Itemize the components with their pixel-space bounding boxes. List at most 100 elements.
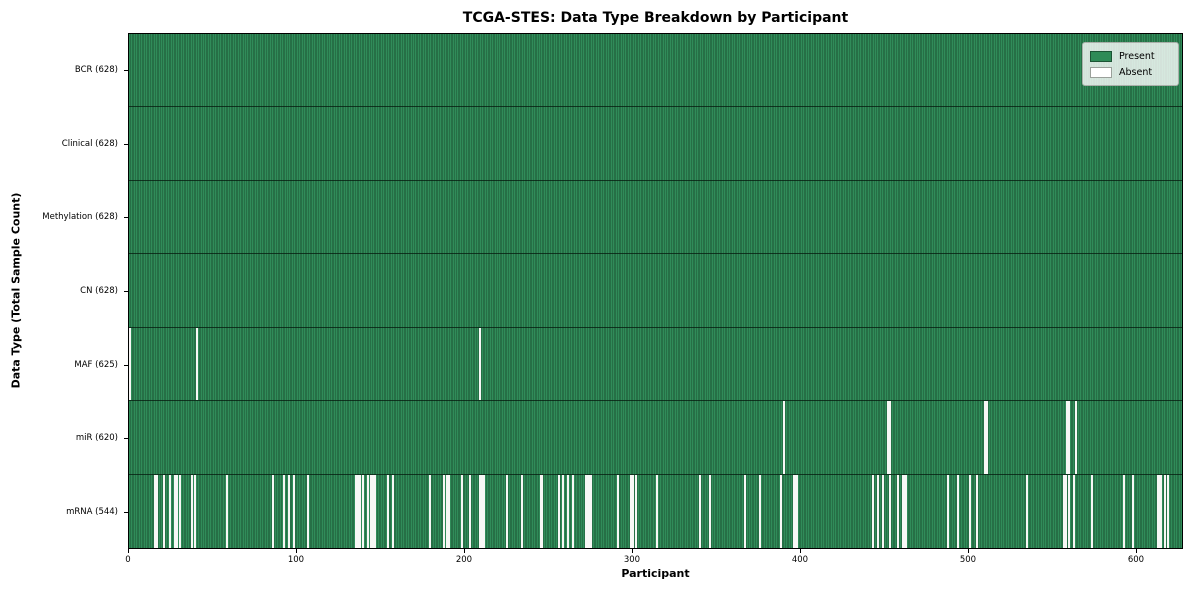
legend-absent-label: Absent xyxy=(1119,66,1153,78)
absent-stripe xyxy=(744,474,747,548)
x-tick-label: 300 xyxy=(623,555,641,565)
x-tick-label: 600 xyxy=(1127,555,1145,565)
absent-stripe xyxy=(888,474,891,548)
absent-stripe xyxy=(460,474,463,548)
absent-stripe xyxy=(558,474,561,548)
absent-stripe xyxy=(191,474,194,548)
absent-stripe xyxy=(947,474,950,548)
absent-stripe xyxy=(588,474,591,548)
x-tick-mark xyxy=(463,549,465,553)
absent-stripe xyxy=(539,474,542,548)
absent-stripe xyxy=(283,474,286,548)
absent-stripe xyxy=(871,474,874,548)
plot-area xyxy=(128,33,1183,549)
absent-stripe xyxy=(479,474,482,548)
y-tick-mark xyxy=(124,217,128,219)
chart-title: TCGA-STES: Data Type Breakdown by Partic… xyxy=(462,10,849,26)
row-miR xyxy=(129,401,1182,475)
absent-stripe xyxy=(984,401,987,474)
y-tick-label: Clinical (628) xyxy=(61,138,118,149)
absent-stripe xyxy=(1131,474,1134,548)
absent-stripe xyxy=(1166,474,1169,548)
y-tick-label: Methylation (628) xyxy=(42,212,118,223)
absent-stripe xyxy=(482,474,485,548)
absent-stripe xyxy=(881,474,884,548)
absent-stripe xyxy=(1123,474,1126,548)
absent-stripe xyxy=(782,401,785,474)
row-BCR xyxy=(129,34,1182,108)
absent-stripe xyxy=(196,327,199,401)
absent-stripe xyxy=(796,474,799,548)
absent-stripe xyxy=(447,474,450,548)
absent-stripe xyxy=(571,474,574,548)
absent-stripe xyxy=(469,474,472,548)
x-tick-label: 200 xyxy=(455,555,473,565)
row-Methylation xyxy=(129,181,1182,255)
absent-stripe xyxy=(1066,401,1069,474)
absent-stripe xyxy=(169,474,172,548)
absent-stripe xyxy=(162,474,165,548)
absent-stripe xyxy=(1158,474,1161,548)
absent-stripe xyxy=(293,474,296,548)
absent-stripe xyxy=(1067,401,1070,474)
absent-stripe xyxy=(506,474,509,548)
absent-stripe xyxy=(373,474,376,548)
x-tick-label: 0 xyxy=(125,555,131,565)
y-tick-label: miR (620) xyxy=(75,433,118,444)
absent-swatch-icon xyxy=(1090,66,1112,78)
absent-stripe xyxy=(903,474,906,548)
absent-stripe xyxy=(1073,474,1075,548)
x-axis-label: Participant xyxy=(621,567,690,580)
absent-stripe xyxy=(154,474,157,548)
absent-stripe xyxy=(372,474,375,548)
absent-stripe xyxy=(709,474,712,548)
y-tick-mark xyxy=(124,69,128,71)
x-tick-mark xyxy=(799,549,801,553)
absent-stripe xyxy=(288,474,291,548)
absent-stripe xyxy=(370,474,373,548)
y-tick-mark xyxy=(124,512,128,514)
y-tick-mark xyxy=(124,143,128,145)
absent-stripe xyxy=(1026,474,1029,548)
absent-stripe xyxy=(271,474,274,548)
y-tick-mark xyxy=(124,291,128,292)
absent-stripe xyxy=(876,474,879,548)
x-tick-mark xyxy=(1135,549,1137,553)
absent-stripe xyxy=(226,474,229,548)
absent-stripe xyxy=(306,474,309,548)
absent-stripe xyxy=(1067,474,1070,548)
absent-stripe xyxy=(362,474,365,548)
legend: Present Absent xyxy=(1082,42,1179,86)
absent-stripe xyxy=(586,474,589,548)
absent-stripe xyxy=(886,401,889,474)
absent-stripe xyxy=(1062,474,1065,548)
absent-stripe xyxy=(175,474,178,548)
x-tick-label: 400 xyxy=(791,555,809,565)
absent-stripe xyxy=(355,474,358,548)
absent-stripe xyxy=(585,474,588,548)
absent-stripe xyxy=(888,401,891,474)
x-tick-label: 100 xyxy=(287,555,305,565)
absent-stripe xyxy=(179,474,182,548)
absent-stripe xyxy=(174,474,177,548)
absent-stripe xyxy=(445,474,448,548)
absent-stripe xyxy=(779,474,782,548)
absent-stripe xyxy=(590,474,593,548)
absent-stripe xyxy=(632,474,635,548)
row-CN xyxy=(129,254,1182,328)
x-tick-mark xyxy=(295,549,297,553)
absent-stripe xyxy=(566,474,569,548)
absent-stripe xyxy=(129,327,131,401)
absent-stripe xyxy=(975,474,978,548)
absent-stripe xyxy=(155,474,158,548)
absent-stripe xyxy=(194,474,197,548)
absent-stripe xyxy=(392,474,395,548)
absent-stripe xyxy=(367,474,370,548)
absent-stripe xyxy=(794,474,797,548)
x-tick-mark xyxy=(631,549,633,553)
absent-stripe xyxy=(358,474,361,548)
absent-stripe xyxy=(1074,401,1077,474)
absent-stripe xyxy=(616,474,619,548)
absent-stripe xyxy=(1163,474,1166,548)
absent-stripe xyxy=(521,474,524,548)
